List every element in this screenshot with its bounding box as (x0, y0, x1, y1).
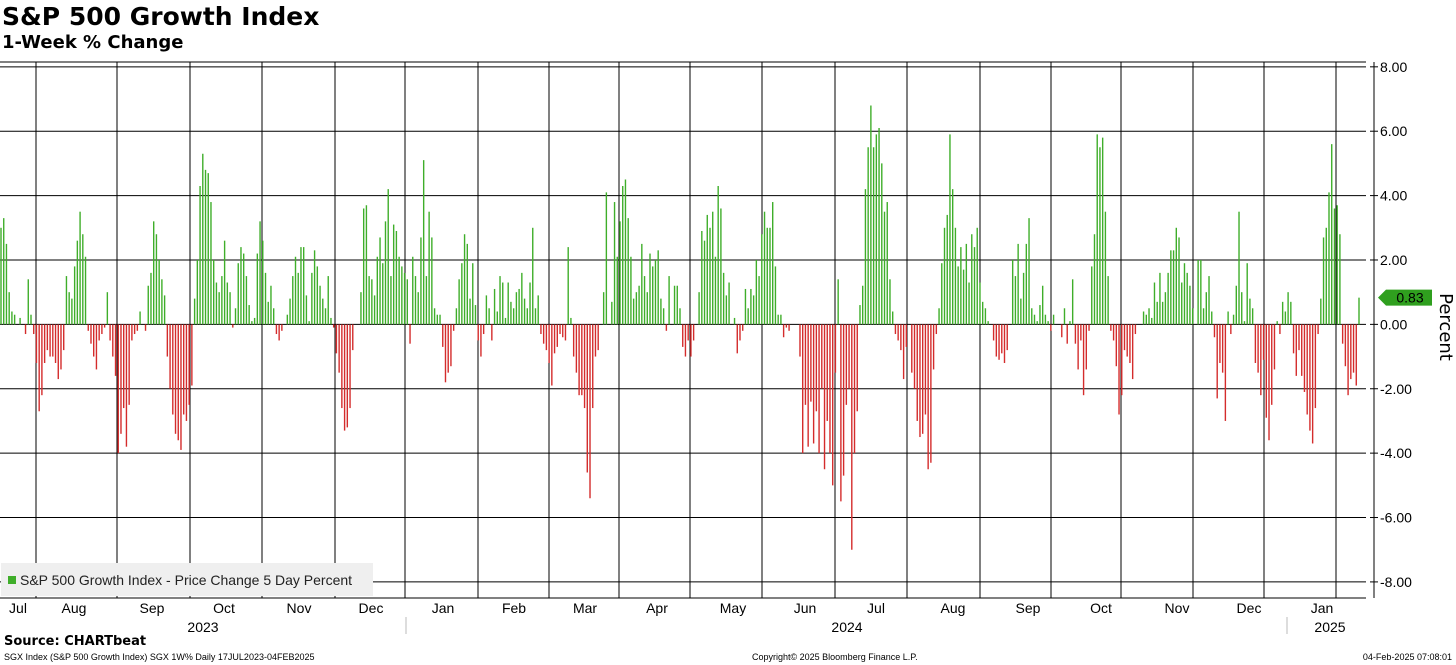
y-axis-label: Percent (1435, 293, 1456, 361)
last-value-tag (1378, 289, 1432, 306)
legend-swatch (8, 576, 16, 584)
x-month-label: Dec (359, 600, 384, 616)
x-month-label: Apr (646, 600, 668, 616)
x-month-label: Feb (502, 600, 526, 616)
x-month-label: Oct (213, 600, 235, 616)
chart-title: S&P 500 Growth Index (2, 2, 320, 31)
x-month-label: Jul (9, 600, 27, 616)
y-tick-label: -8.00 (1380, 574, 1412, 590)
chart-subtitle: 1-Week % Change (2, 32, 184, 53)
x-month-label: Jan (432, 600, 455, 616)
y-tick-label: -4.00 (1380, 445, 1412, 461)
bar-series (0, 105, 1360, 550)
x-month-label: Jun (794, 600, 817, 616)
x-year-label: 2023 (187, 619, 218, 635)
legend: S&P 500 Growth Index - Price Change 5 Da… (1, 563, 373, 596)
x-month-label: Aug (62, 600, 87, 616)
y-tick-label: 0.00 (1380, 316, 1407, 332)
y-axis: 8.00 6.00 4.00 2.00 0.00 -2.00 -4.00 -6.00 -8.00 (1370, 59, 1412, 598)
footer-copyright: Copyright© 2025 Bloomberg Finance L.P. (752, 652, 918, 662)
legend-label: S&P 500 Growth Index - Price Change 5 Da… (20, 572, 352, 588)
source-label: Source: CHARTbeat (4, 634, 147, 649)
y-tick-label: 2.00 (1380, 252, 1407, 268)
y-tick-label: 4.00 (1380, 188, 1407, 204)
x-month-label: Sep (140, 600, 165, 616)
legend-background (1, 563, 373, 596)
y-tick-label: 8.00 (1380, 59, 1407, 75)
x-month-label: Jul (867, 600, 885, 616)
footer-timestamp: 04-Feb-2025 07:08:01 (1362, 652, 1452, 662)
last-value-label: 0.83 (1396, 290, 1423, 306)
x-month-label: Mar (573, 600, 597, 616)
y-tick-label: -2.00 (1380, 381, 1412, 397)
x-year-label: 2025 (1314, 619, 1345, 635)
x-month-label: Nov (1165, 600, 1190, 616)
y-tick-label: 6.00 (1380, 123, 1407, 139)
footer-index-info: SGX Index (S&P 500 Growth Index) SGX 1W%… (4, 652, 315, 662)
x-month-label: Nov (287, 600, 312, 616)
last-value-marker: 0.83 (1378, 289, 1432, 306)
y-tick-label: -6.00 (1380, 510, 1412, 526)
x-month-label: May (720, 600, 746, 616)
x-month-label: Jan (1311, 600, 1334, 616)
x-year-label: 2024 (831, 619, 862, 635)
x-month-label: Aug (941, 600, 966, 616)
x-axis: Jul Aug Sep Oct Nov Dec Jan Feb Mar Apr May Jun Jul A… (9, 600, 1346, 635)
x-month-label: Oct (1090, 600, 1112, 616)
x-month-label: Dec (1237, 600, 1262, 616)
x-month-label: Sep (1016, 600, 1041, 616)
